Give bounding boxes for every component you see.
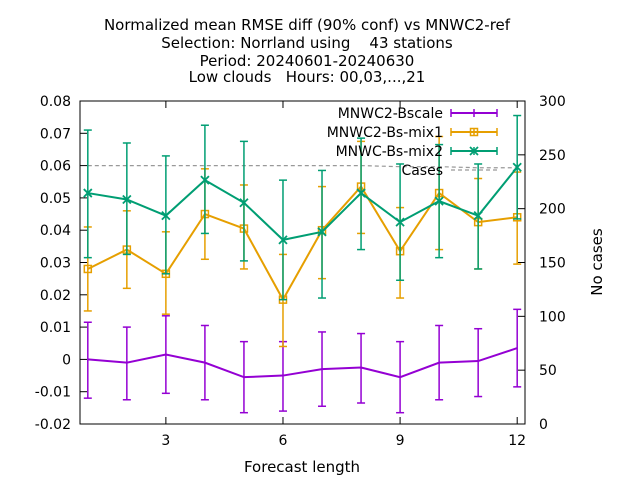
mnwc-bs-mix2-point	[278, 235, 288, 245]
y-tick-label: 0.05	[40, 191, 71, 207]
y2-tick-label: 300	[539, 94, 566, 110]
title-line-2: Selection: Norrland using 43 stations	[161, 34, 453, 52]
y-tick-label: 0.02	[40, 288, 71, 304]
mnwc-bs-mix2-point-stroke	[395, 217, 405, 227]
legend-label-mnwc-bs-mix2: MNWC-Bs-mix2	[336, 144, 443, 160]
mnwc-bs-mix2-point-stroke	[200, 175, 210, 185]
mnwc2-bscale-line	[87, 347, 518, 379]
y2-axis-label: No cases	[588, 228, 606, 296]
y2-tick-label: 200	[539, 202, 566, 218]
legend-marker-mnwc-bs-mix2	[469, 146, 479, 156]
x-tick-label: 9	[396, 433, 405, 449]
title-line-3: Period: 20240601-20240630	[200, 52, 415, 70]
legend: MNWC2-Bscale MNWC2-Bs-mix1 MNWC-Bs-mix2 Cas…	[327, 106, 498, 179]
mnwc-bs-mix2-point	[161, 211, 171, 221]
mnwc-bs-mix2-point	[356, 188, 366, 198]
plot-area: -0.02 -0.01 0 0.01 0.02 0.03 0.04 0.05 0.06 0.07 0…	[35, 94, 566, 449]
mnwc-bs-mix2-point-stroke	[473, 211, 483, 221]
mnwc-bs-mix2-line	[87, 166, 518, 241]
x-tick-label: 12	[508, 433, 526, 449]
mnwc-bs-mix2-point	[239, 198, 249, 208]
legend-marker-mnwc2-bs-mix1	[469, 127, 479, 137]
y-tick-label: 0.03	[40, 256, 71, 272]
y2-tick-label: 150	[539, 256, 566, 272]
mnwc-bs-mix2-point	[434, 196, 444, 206]
mnwc-bs-mix2-point-stroke	[122, 194, 132, 205]
mnwc-bs-mix2-point	[317, 227, 327, 237]
mnwc-bs-mix2-point-stroke	[239, 198, 249, 208]
y-tick-label: 0.08	[40, 94, 71, 110]
mnwc-bs-mix2-point	[473, 211, 483, 221]
legend-label-mnwc2-bscale: MNWC2-Bscale	[338, 106, 443, 122]
y-tick-label: 0.01	[40, 320, 71, 336]
mnwc-bs-mix2-point	[122, 194, 132, 205]
y-tick-label: 0.04	[40, 223, 71, 239]
mnwc-bs-mix2-point	[83, 188, 93, 198]
title-line-1: Normalized mean RMSE diff (90% conf) vs …	[104, 16, 511, 34]
x-tick-label: 3	[161, 433, 170, 449]
y-tick-label: -0.01	[35, 385, 71, 401]
mnwc-bs-mix2-point-stroke	[317, 227, 327, 237]
mnwc2-bs-mix1-point	[83, 264, 93, 274]
y2-tick-label: 100	[539, 309, 566, 325]
y2-tick-label: 0	[539, 417, 548, 433]
chart-title: Normalized mean RMSE diff (90% conf) vs …	[104, 16, 511, 86]
mnwc-bs-mix2-point	[200, 175, 210, 185]
mnwc-bs-mix2-point-stroke	[161, 211, 171, 221]
mnwc-bs-mix2-point	[395, 217, 405, 227]
cases-line	[87, 165, 518, 169]
mnwc2-bs-mix1-line	[87, 184, 518, 302]
y2-tick-label: 50	[539, 363, 557, 379]
mnwc-bs-mix2-point-stroke	[434, 196, 444, 206]
y-tick-label: -0.02	[35, 417, 71, 433]
y-tick-label: 0.06	[40, 159, 71, 175]
title-line-4: Low clouds Hours: 00,03,...,21	[189, 68, 426, 86]
x-axis-label: Forecast length	[244, 458, 360, 476]
y2-tick-label: 250	[539, 148, 566, 164]
mnwc-bs-mix2-point-stroke	[356, 188, 366, 198]
y-tick-label: 0.07	[40, 126, 71, 142]
mnwc-bs-mix2-point-stroke	[278, 235, 288, 245]
legend-label-mnwc2-bs-mix1: MNWC2-Bs-mix1	[327, 125, 443, 141]
legend-label-cases: Cases	[401, 163, 443, 179]
mnwc-bs-mix2-point-stroke	[83, 188, 93, 198]
mnwc-bs-mix2-point	[512, 162, 522, 172]
mnwc-bs-mix2-point-stroke	[512, 162, 522, 172]
x-tick-label: 6	[279, 433, 288, 449]
y-tick-label: 0	[62, 352, 71, 368]
